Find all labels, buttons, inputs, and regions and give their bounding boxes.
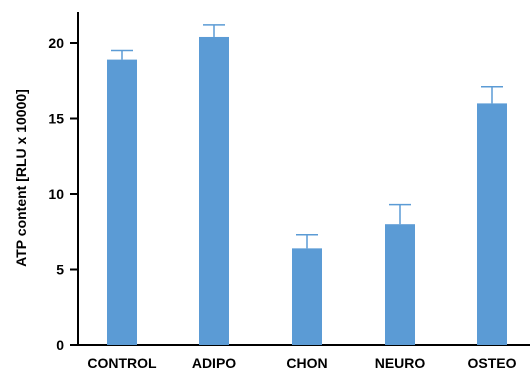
- error-bars: [111, 24, 503, 249]
- bar: [477, 103, 507, 346]
- y-tick-label: 10: [48, 186, 64, 202]
- bar: [385, 224, 415, 345]
- category-labels: CONTROL ADIPO CHON NEURO OSTEO: [87, 355, 516, 371]
- y-tick-label: 0: [56, 337, 64, 353]
- x-category-label: NEURO: [375, 355, 426, 371]
- y-tick-label: 5: [56, 262, 64, 278]
- bar: [107, 59, 137, 346]
- y-ticks: 0 5 10 15 20: [48, 35, 78, 353]
- y-axis-title: ATP content [RLU x 10000]: [13, 89, 29, 267]
- x-category-label: OSTEO: [467, 355, 516, 371]
- bar: [292, 248, 322, 345]
- x-category-label: CHON: [286, 355, 327, 371]
- x-category-label: CONTROL: [87, 355, 157, 371]
- bar: [199, 36, 229, 346]
- y-tick-label: 20: [48, 35, 64, 51]
- bars: [107, 36, 507, 346]
- x-category-label: ADIPO: [192, 355, 236, 371]
- y-tick-label: 15: [48, 111, 64, 127]
